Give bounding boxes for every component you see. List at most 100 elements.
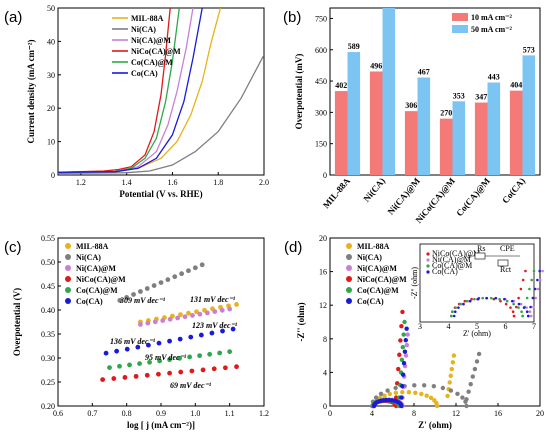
point-MIL-88A [186, 310, 191, 316]
point-Ni(CA) [138, 289, 143, 294]
y-axis-label: Overpotential (mV) [294, 54, 304, 130]
legend-marker [65, 265, 71, 271]
point-NiCo(CA)@M [399, 324, 404, 329]
point-Ni(CA) [158, 280, 164, 286]
inset-legend-marker [426, 258, 430, 262]
point-Co(CA) [399, 395, 404, 400]
panel-b-ytick-label: 0 [323, 171, 327, 180]
point-MIL-88A [424, 393, 429, 398]
category-label: Co(CA)@M [454, 175, 492, 218]
inset-point [473, 297, 476, 301]
inset-point [525, 296, 529, 300]
panel-c-xtick-label: 0.8 [122, 409, 132, 418]
inset-xtick-label: 3 [418, 322, 422, 331]
panel-d-ytick-label: 0 [323, 402, 327, 411]
panel-c-xtick-label: 0.6 [53, 409, 63, 418]
point-NiCo(CA)@M [234, 364, 239, 370]
panel-c-ytick-label: 0.40 [41, 306, 55, 315]
point-Ni(CA) [474, 359, 480, 364]
point-Co(CA) [401, 360, 407, 366]
point-Ni(CA) [393, 385, 398, 391]
panel-c-xtick-label: 1.1 [225, 409, 235, 418]
inset-legend-label: Co(CA)@M [432, 261, 472, 270]
panel-label: (c) [4, 239, 22, 256]
inset-point [517, 296, 520, 300]
point-Ni(CA)@M [145, 320, 151, 326]
inset-point [512, 302, 515, 306]
point-Ni(CA) [472, 366, 478, 372]
inset-point [519, 302, 523, 306]
inset-point [532, 269, 536, 273]
point-Ni(CA)@M [212, 309, 218, 315]
panel-d-ytick-label: 4 [323, 368, 327, 377]
circuit-label: CPE [500, 244, 515, 253]
inset-xtick-label: 6 [504, 322, 508, 331]
panel-b-ytick-label: 600 [315, 46, 327, 55]
bar-0 [369, 71, 383, 175]
panel-b-frame [329, 7, 541, 176]
inset-point [522, 306, 526, 309]
legend-label: Ni(CA) [357, 253, 382, 262]
point-Ni(CA) [440, 385, 446, 391]
slope-annotation: 123 mV dec⁻¹ [192, 321, 238, 330]
point-MIL-88A [447, 380, 452, 385]
point-NiCo(CA)@M [222, 365, 228, 371]
point-NiCo(CA)@M [189, 368, 195, 374]
panel-b-ytick-label: 150 [315, 140, 327, 149]
inset-point [528, 310, 532, 313]
panel-d-xtick-label: 20 [536, 409, 544, 418]
inset-x-label: Z' (ohm) [463, 329, 491, 338]
point-Ni(CA) [455, 391, 460, 396]
legend-swatch [452, 25, 468, 33]
point-NiCo(CA)@M [178, 369, 184, 375]
point-MIL-88A [234, 301, 239, 307]
point-Ni(CA) [412, 383, 417, 388]
line-NiCo(CA)@M [58, 8, 171, 173]
point-NiCo(CA)@M [167, 370, 172, 376]
bar-0 [404, 111, 418, 175]
inset-legend-marker [426, 252, 430, 256]
y-axis-label: Overpotential (V) [12, 288, 22, 356]
panel-d-ytick-label: 16 [319, 268, 327, 277]
point-Co(CA)@M [187, 354, 193, 360]
inset-point [521, 314, 524, 318]
inset-point [533, 287, 537, 291]
legend-marker [346, 298, 352, 304]
point-Co(CA) [146, 342, 151, 348]
point-Co(CA) [400, 372, 406, 377]
inset-point [485, 296, 489, 300]
slope-annotation: 131 mV dec⁻¹ [190, 295, 236, 304]
legend-label: 50 mA cm⁻² [471, 25, 512, 34]
legend-marker [346, 276, 352, 282]
slope-annotation: 136 mV dec⁻¹ [110, 337, 156, 346]
point-Co(CA)@M [399, 357, 405, 362]
legend-label: Ni(CA)@M [357, 264, 397, 273]
x-axis-label: Potential (V vs. RHE) [119, 189, 202, 199]
point-Co(CA) [220, 328, 225, 334]
point-Ni(CA)@M [152, 319, 158, 325]
point-Co(CA)@M [147, 359, 152, 365]
point-Co(CA)@M [127, 362, 132, 368]
panel-a-xtick-label: 1.8 [213, 178, 223, 187]
legend-marker [346, 254, 352, 260]
point-MIL-88A [450, 360, 456, 365]
point-Ni(CA) [378, 391, 384, 396]
inset-point [509, 306, 512, 309]
inset-xtick-label: 5 [475, 322, 479, 331]
panel-b-ytick-label: 750 [315, 14, 327, 23]
inset-point [470, 297, 473, 301]
panel-a-xtick-label: 1.6 [167, 178, 177, 187]
panel-d-xtick-label: 4 [370, 409, 374, 418]
bar-0 [509, 90, 523, 175]
inset-point [520, 310, 523, 313]
line-Co(CA) [58, 8, 203, 173]
category-label: Ni(CA)@M [386, 175, 423, 216]
point-Co(CA) [135, 344, 141, 350]
bar-0 [334, 91, 348, 175]
point-MIL-88A [393, 390, 399, 396]
y-axis-label: -Z'' (ohm) [296, 302, 306, 341]
y-axis-label: Current density (mA cm⁻²) [26, 39, 36, 143]
bar-0 [474, 102, 488, 175]
point-Ni(CA)@M [227, 306, 233, 312]
